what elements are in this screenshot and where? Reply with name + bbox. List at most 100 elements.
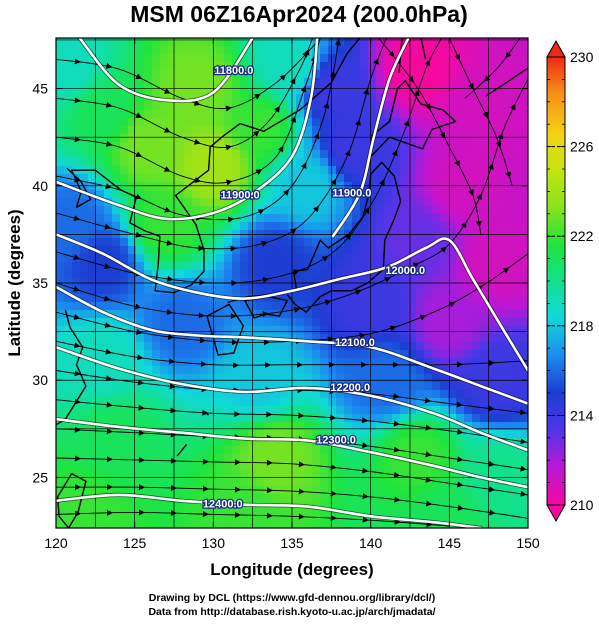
heat-cell [168,78,177,87]
heat-cell [520,382,528,391]
heat-cell [208,526,217,528]
heat-cell [112,470,121,479]
heat-cell [96,78,105,87]
heat-cell [224,310,233,319]
heat-cell [112,110,121,119]
heat-cell [256,190,265,199]
heat-cell [168,86,177,95]
heat-cell [328,374,337,383]
heat-cell [488,294,497,303]
wind-arrowhead [74,58,81,65]
heat-cell [56,198,65,207]
heat-cell [80,254,89,263]
heat-cell [160,454,169,463]
heat-cell [384,374,393,383]
heat-cell [208,438,217,447]
heat-cell [376,118,385,127]
heat-cell [504,486,513,495]
heat-cell [192,462,201,471]
wind-arrowhead [138,509,145,516]
heat-cell [120,246,129,255]
heat-cell [408,398,417,407]
heat-cell [392,166,401,175]
heat-cell [336,38,345,47]
heat-cell [488,454,497,463]
heat-cell [424,510,433,519]
heat-cell [56,310,65,319]
heat-cell [336,430,345,439]
heat-cell [480,54,489,63]
wind-arrowhead [274,105,280,113]
heat-cell [416,190,425,199]
heat-cell [480,238,489,247]
heat-cell [104,502,113,511]
heat-cell [480,174,489,183]
heat-cell [272,166,281,175]
heat-cell [232,206,241,215]
heat-cell [248,462,257,471]
heat-cell [448,430,457,439]
heat-cell [496,350,505,359]
heat-cell [152,238,161,247]
x-tick-label: 150 [516,535,540,551]
heat-cell [440,510,449,519]
heat-cell [216,142,225,151]
heat-cell [376,206,385,215]
heat-cell [88,62,97,71]
heat-cell [336,54,345,63]
heat-cell [224,102,233,111]
heat-cell [480,142,489,151]
heat-cell [160,390,169,399]
heat-cell [168,374,177,383]
heat-cell [456,398,465,407]
heat-cell [80,142,89,151]
heat-cell [496,246,505,255]
heat-cell [384,398,393,407]
heat-cell [304,78,313,87]
heat-cell [152,262,161,271]
heat-cell [160,198,169,207]
heat-cell [264,102,273,111]
heat-cell [64,438,73,447]
heat-cell [360,302,369,311]
heat-cell [400,86,409,95]
heat-cell [224,366,233,375]
heat-cell [144,54,153,63]
heat-cell [312,222,321,231]
heat-cell [440,286,449,295]
heat-cell [488,246,497,255]
heat-cell [280,158,289,167]
heat-cell [344,262,353,271]
heat-cell [304,70,313,79]
heat-cell [80,446,89,455]
heat-cell [392,214,401,223]
heat-cell [304,286,313,295]
heat-cell [160,350,169,359]
heat-cell [152,446,161,455]
heat-cell [192,342,201,351]
heat-cell [272,118,281,127]
heat-cell [192,438,201,447]
heat-cell [376,526,385,528]
heat-cell [64,214,73,223]
heat-cell [88,454,97,463]
heat-cell [336,182,345,191]
wind-arrowhead [106,456,113,463]
heat-cell [112,398,121,407]
heat-cell [504,238,513,247]
heat-cell [424,238,433,247]
heat-cell [440,54,449,63]
heat-cell [472,286,481,295]
heat-cell [120,486,129,495]
heat-cell [64,46,73,55]
heat-cell [400,246,409,255]
heat-cell [248,54,257,63]
heat-cell [120,254,129,263]
heat-cell [72,302,81,311]
heat-cell [240,438,249,447]
heat-cell [96,142,105,151]
heat-cell [368,110,377,119]
heat-cell [240,254,249,263]
heat-cell [360,326,369,335]
heat-cell [208,86,217,95]
